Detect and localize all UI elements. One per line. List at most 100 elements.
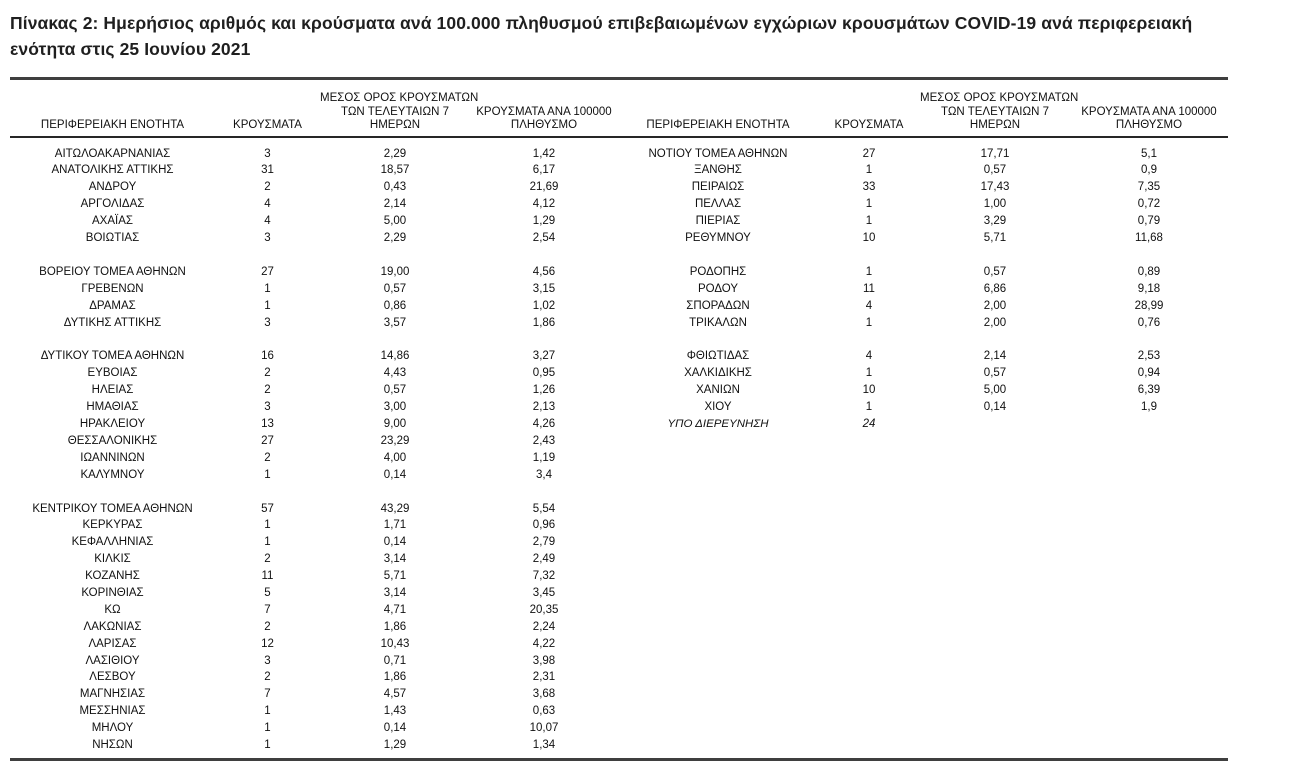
region-cell: ΗΡΑΚΛΕΙΟΥ	[79, 417, 146, 430]
avg7-cell: 2,00	[983, 316, 1007, 329]
table-header-row: ΠΕΡΙΦΕΡΕΙΑΚΗ ΕΝΟΤΗΤΑ ΚΡΟΥΣΜΑΤΑ ΜΕΣΟΣ ΟΡΟ…	[10, 80, 1228, 138]
cases-cell: 1	[865, 316, 873, 329]
region-cell: ΔΥΤΙΚΗΣ ΑΤΤΙΚΗΣ	[63, 316, 162, 329]
region-cell: ΥΠΟ ΔΙΕΡΕΥΝΗΣΗ	[667, 417, 769, 430]
avg7-cell: 3,14	[383, 553, 407, 566]
cases-cell: 16	[261, 350, 274, 363]
avg7-cell: 3,29	[983, 215, 1007, 228]
cases-cell: 57	[261, 502, 274, 515]
cases-cell: 1	[865, 198, 873, 211]
per100k-cell: 1,9	[1141, 401, 1157, 414]
region-cell: ΜΗΛΟΥ	[91, 722, 134, 735]
region-cell: ΚΙΛΚΙΣ	[94, 553, 131, 566]
table-row: ΤΡΙΚΑΛΩΝ 1 2,00 0,76	[618, 315, 1228, 332]
table-body: ΑΙΤΩΛΟΑΚΑΡΝΑΝΙΑΣ 3 2,29 1,42 ΑΝΑΤΟΛΙΚΗΣ ΑΤΤΙ…	[10, 138, 1228, 758]
region-cell: ΡΟΔΟΠΗΣ	[689, 265, 747, 278]
per100k-cell: 0,89	[1137, 265, 1161, 278]
cases-cell: 3	[264, 401, 271, 414]
region-cell: ΜΑΓΝΗΣΙΑΣ	[79, 688, 146, 701]
region-cell: ΧΑΛΚΙΔΙΚΗΣ	[684, 367, 752, 380]
region-cell: ΔΥΤΙΚΟΥ ΤΟΜΕΑ ΑΘΗΝΩΝ	[40, 350, 185, 363]
per100k-cell: 1,29	[532, 215, 556, 228]
per100k-cell: 0,63	[532, 705, 556, 718]
column-header-avg7: ΜΕΣΟΣ ΟΡΟΣ ΚΡΟΥΣΜΑΤΩΝ ΤΩΝ ΤΕΛΕΥΤΑΙΩΝ 7 Η…	[320, 92, 478, 133]
region-cell: ΒΟΙΩΤΙΑΣ	[85, 231, 140, 244]
per100k-cell: 2,13	[532, 401, 556, 414]
cases-cell: 1	[264, 705, 271, 718]
avg7-cell: 17,71	[980, 147, 1010, 160]
cases-cell: 1	[865, 401, 873, 414]
column-header-per100k-line2: ΠΛΗΘΥΣΜΟ	[510, 119, 578, 131]
region-cell: ΚΕΦΑΛΛΗΝΙΑΣ	[71, 536, 154, 549]
avg7-cell: 4,43	[383, 367, 407, 380]
avg7-cell: 0,57	[383, 384, 407, 397]
avg7-cell: 2,29	[383, 231, 407, 244]
per100k-cell: 0,72	[1137, 198, 1161, 211]
per100k-cell: 3,4	[536, 468, 552, 481]
table-row: ΡΟΔΟΥ 11 6,86 9,18	[618, 281, 1228, 298]
region-cell: ΧΙΟΥ	[704, 401, 732, 414]
cases-cell: 1	[264, 536, 271, 549]
column-header-avg7-line3: ΗΜΕΡΩΝ	[969, 119, 1021, 131]
per100k-cell: 5,54	[532, 502, 556, 515]
group-spacer	[10, 247, 618, 264]
region-cell: ΒΟΡΕΙΟΥ ΤΟΜΕΑ ΑΘΗΝΩΝ	[39, 265, 186, 278]
cases-cell: 11	[863, 282, 875, 295]
avg7-cell: 5,71	[983, 231, 1007, 244]
table-row: ΛΑΡΙΣΑΣ 12 10,43 4,22	[10, 636, 618, 653]
avg7-cell: 1,43	[383, 705, 407, 718]
per100k-cell: 3,45	[532, 586, 556, 599]
per100k-cell: 1,42	[532, 147, 556, 160]
column-header-region: ΠΕΡΙΦΕΡΕΙΑΚΗ ΕΝΟΤΗΤΑ	[40, 119, 185, 131]
per100k-cell: 1,19	[532, 451, 556, 464]
per100k-cell: 2,49	[532, 553, 556, 566]
cases-cell: 1	[865, 164, 873, 177]
cases-cell: 33	[862, 181, 876, 194]
cases-cell: 4	[264, 215, 271, 228]
cases-cell: 31	[261, 164, 274, 177]
per100k-cell: 1,34	[532, 739, 556, 751]
cases-cell: 1	[264, 468, 271, 481]
table-row: ΛΑΣΙΘΙΟΥ 3 0,71 3,98	[10, 653, 618, 670]
left-table-rows: ΑΙΤΩΛΟΑΚΑΡΝΑΝΙΑΣ 3 2,29 1,42 ΑΝΑΤΟΛΙΚΗΣ ΑΤΤΙ…	[10, 146, 618, 754]
region-cell: ΚΟΡΙΝΘΙΑΣ	[81, 586, 144, 599]
region-cell: ΠΕΛΛΑΣ	[694, 198, 742, 211]
cases-cell: 3	[264, 147, 271, 160]
region-cell: ΡΟΔΟΥ	[697, 282, 739, 295]
cases-cell: 2	[264, 384, 271, 397]
region-cell: ΞΑΝΘΗΣ	[694, 164, 742, 177]
column-header-cases: ΚΡΟΥΣΜΑΤΑ	[233, 119, 302, 131]
avg7-cell: 3,14	[383, 586, 407, 599]
group-spacer	[618, 247, 1228, 264]
region-cell: ΝΟΤΙΟΥ ΤΟΜΕΑ ΑΘΗΝΩΝ	[648, 147, 788, 160]
avg7-cell: 17,43	[980, 181, 1010, 194]
region-cell: ΛΑΚΩΝΙΑΣ	[83, 620, 142, 633]
table-row: ΧΑΝΙΩΝ 10 5,00 6,39	[618, 382, 1228, 399]
region-cell: ΕΥΒΟΙΑΣ	[87, 367, 138, 380]
column-header-avg7-line3: ΗΜΕΡΩΝ	[369, 119, 421, 131]
cases-cell: 27	[862, 147, 876, 160]
table-row: ΡΕΘΥΜΝΟΥ 10 5,71 11,68	[618, 230, 1228, 247]
table-row: ΚΟΡΙΝΘΙΑΣ 5 3,14 3,45	[10, 585, 618, 602]
table-row: ΚΙΛΚΙΣ 2 3,14 2,49	[10, 551, 618, 568]
per100k-cell: 2,31	[532, 671, 556, 684]
region-cell: ΚΟΖΑΝΗΣ	[85, 570, 140, 583]
cases-cell: 10	[862, 231, 876, 244]
table-row: ΒΟΡΕΙΟΥ ΤΟΜΕΑ ΑΘΗΝΩΝ 27 19,00 4,56	[10, 264, 618, 281]
avg7-cell: 23,29	[380, 434, 410, 447]
per100k-cell: 10,07	[529, 722, 559, 735]
per100k-cell: 7,35	[1137, 181, 1161, 194]
avg7-cell: 43,29	[380, 502, 410, 515]
avg7-cell: 0,14	[383, 468, 407, 481]
avg7-cell: 4,57	[383, 688, 407, 701]
cases-cell: 1	[264, 282, 271, 295]
cases-cell: 2	[264, 671, 271, 684]
per100k-cell: 28,99	[1134, 299, 1164, 312]
column-header-avg7-line2: ΤΩΝ ΤΕΛΕΥΤΑΙΩΝ 7	[941, 105, 1049, 118]
table-row: ΧΙΟΥ 1 0,14 1,9	[618, 399, 1228, 416]
cases-cell: 27	[261, 265, 274, 278]
table-row: ΙΩΑΝΝΙΝΩΝ 2 4,00 1,19	[10, 450, 618, 467]
cases-cell: 1	[865, 215, 873, 228]
table-row: ΜΑΓΝΗΣΙΑΣ 7 4,57 3,68	[10, 686, 618, 703]
table-row: ΠΕΛΛΑΣ 1 1,00 0,72	[618, 196, 1228, 213]
